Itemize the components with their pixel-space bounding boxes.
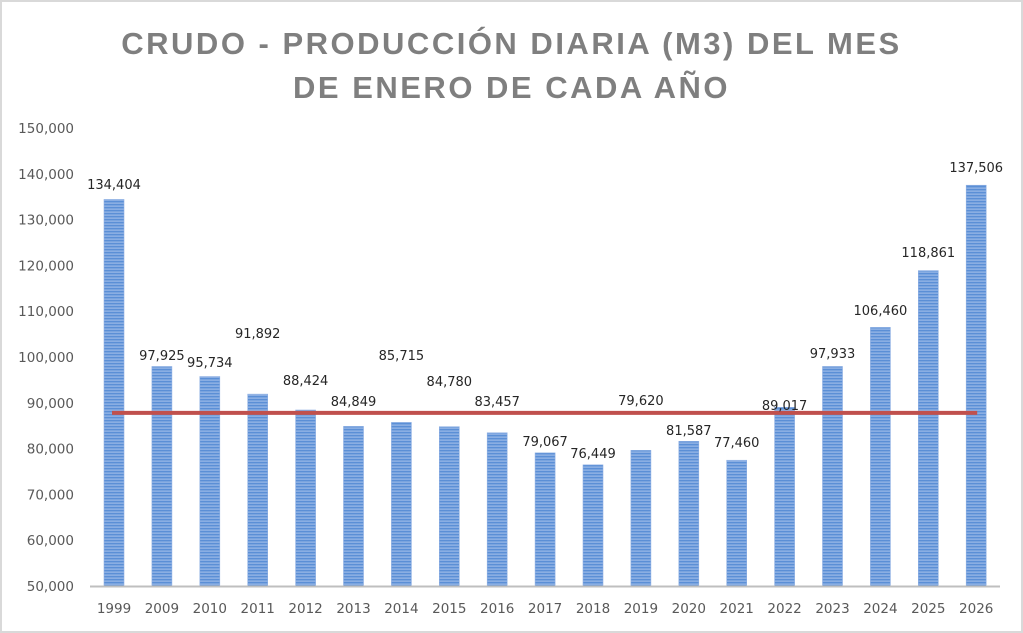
data-label: 84,849 [331,395,377,410]
y-tick-label: 50,000 [27,579,74,595]
bar-2012 [295,409,316,587]
data-label: 97,925 [139,349,185,364]
chart-title-line-1: CRUDO - PRODUCCIÓN DIARIA (M3) DEL MES [121,26,902,61]
x-tick-label: 2014 [384,601,418,617]
chart-title-line-2: DE ENERO DE CADA AÑO [293,70,730,105]
data-label: 118,861 [901,246,955,261]
bar-2025 [917,270,939,587]
x-tick-label: 2020 [672,601,706,617]
bar-2020 [678,441,700,587]
x-tick-label: 2013 [336,601,370,617]
y-tick-label: 100,000 [18,350,74,366]
x-tick-label: 2019 [624,601,658,617]
data-label: 91,892 [235,327,281,342]
x-tick-label: 2021 [720,601,754,617]
y-tick-label: 70,000 [27,487,74,503]
x-tick-label: 2010 [193,601,227,617]
bar-2021 [726,459,748,587]
bar-2013 [343,426,364,587]
y-tick-label: 90,000 [27,396,74,412]
bar-2022 [774,407,795,587]
x-tick-label: 2015 [432,601,466,617]
x-tick-label: 2024 [863,601,897,617]
bar-2019 [630,450,652,587]
bar-series [103,184,987,587]
data-label: 81,587 [666,424,712,439]
bar-2024 [870,327,891,587]
bar-2010 [199,376,221,587]
data-label: 84,780 [427,375,473,390]
x-axis: 1999 2009 2010 2011 2012 2013 2014 2015 2016 2017… [97,601,994,617]
data-label: 95,734 [187,356,233,371]
data-label: 88,424 [283,374,329,389]
x-tick-label: 1999 [97,601,131,617]
x-tick-label: 2011 [241,601,275,617]
chart-title: CRUDO - PRODUCCIÓN DIARIA (M3) DEL MES D… [0,22,1023,110]
y-tick-label: 80,000 [27,442,74,458]
bar-2009 [151,366,173,587]
bar-2023 [822,366,843,587]
y-axis: 50,000 60,000 70,000 80,000 90,000 100,000 110… [18,121,74,595]
bar-1999 [103,199,125,587]
bar-2015 [438,426,460,587]
bar-2016 [486,432,508,587]
x-tick-label: 2022 [767,601,801,617]
data-label: 137,506 [949,161,1003,176]
x-tick-label: 2023 [815,601,849,617]
y-tick-label: 120,000 [18,258,74,274]
data-label: 85,715 [379,349,425,364]
data-label: 106,460 [854,304,908,319]
x-tick-label: 2009 [145,601,179,617]
y-tick-label: 140,000 [18,167,74,183]
bar-2026 [965,184,987,587]
bar-2014 [391,422,412,587]
data-label: 97,933 [810,347,856,362]
x-tick-label: 2017 [528,601,562,617]
data-label: 77,460 [714,436,760,451]
y-tick-label: 110,000 [18,304,74,320]
bar-2018 [582,464,604,587]
bar-2017 [534,452,556,587]
y-tick-label: 150,000 [18,121,74,137]
data-label: 79,067 [522,435,568,450]
x-tick-label: 2012 [288,601,322,617]
bar-2011 [247,393,268,587]
y-tick-label: 130,000 [18,213,74,229]
data-label: 76,449 [570,447,616,462]
x-tick-label: 2016 [480,601,514,617]
y-tick-label: 60,000 [27,533,74,549]
data-label: 134,404 [87,178,141,193]
data-label: 79,620 [618,394,664,409]
data-label: 89,017 [762,399,808,414]
x-tick-label: 2018 [576,601,610,617]
data-label: 83,457 [474,395,520,410]
x-tick-label: 2026 [959,601,993,617]
x-tick-label: 2025 [911,601,945,617]
